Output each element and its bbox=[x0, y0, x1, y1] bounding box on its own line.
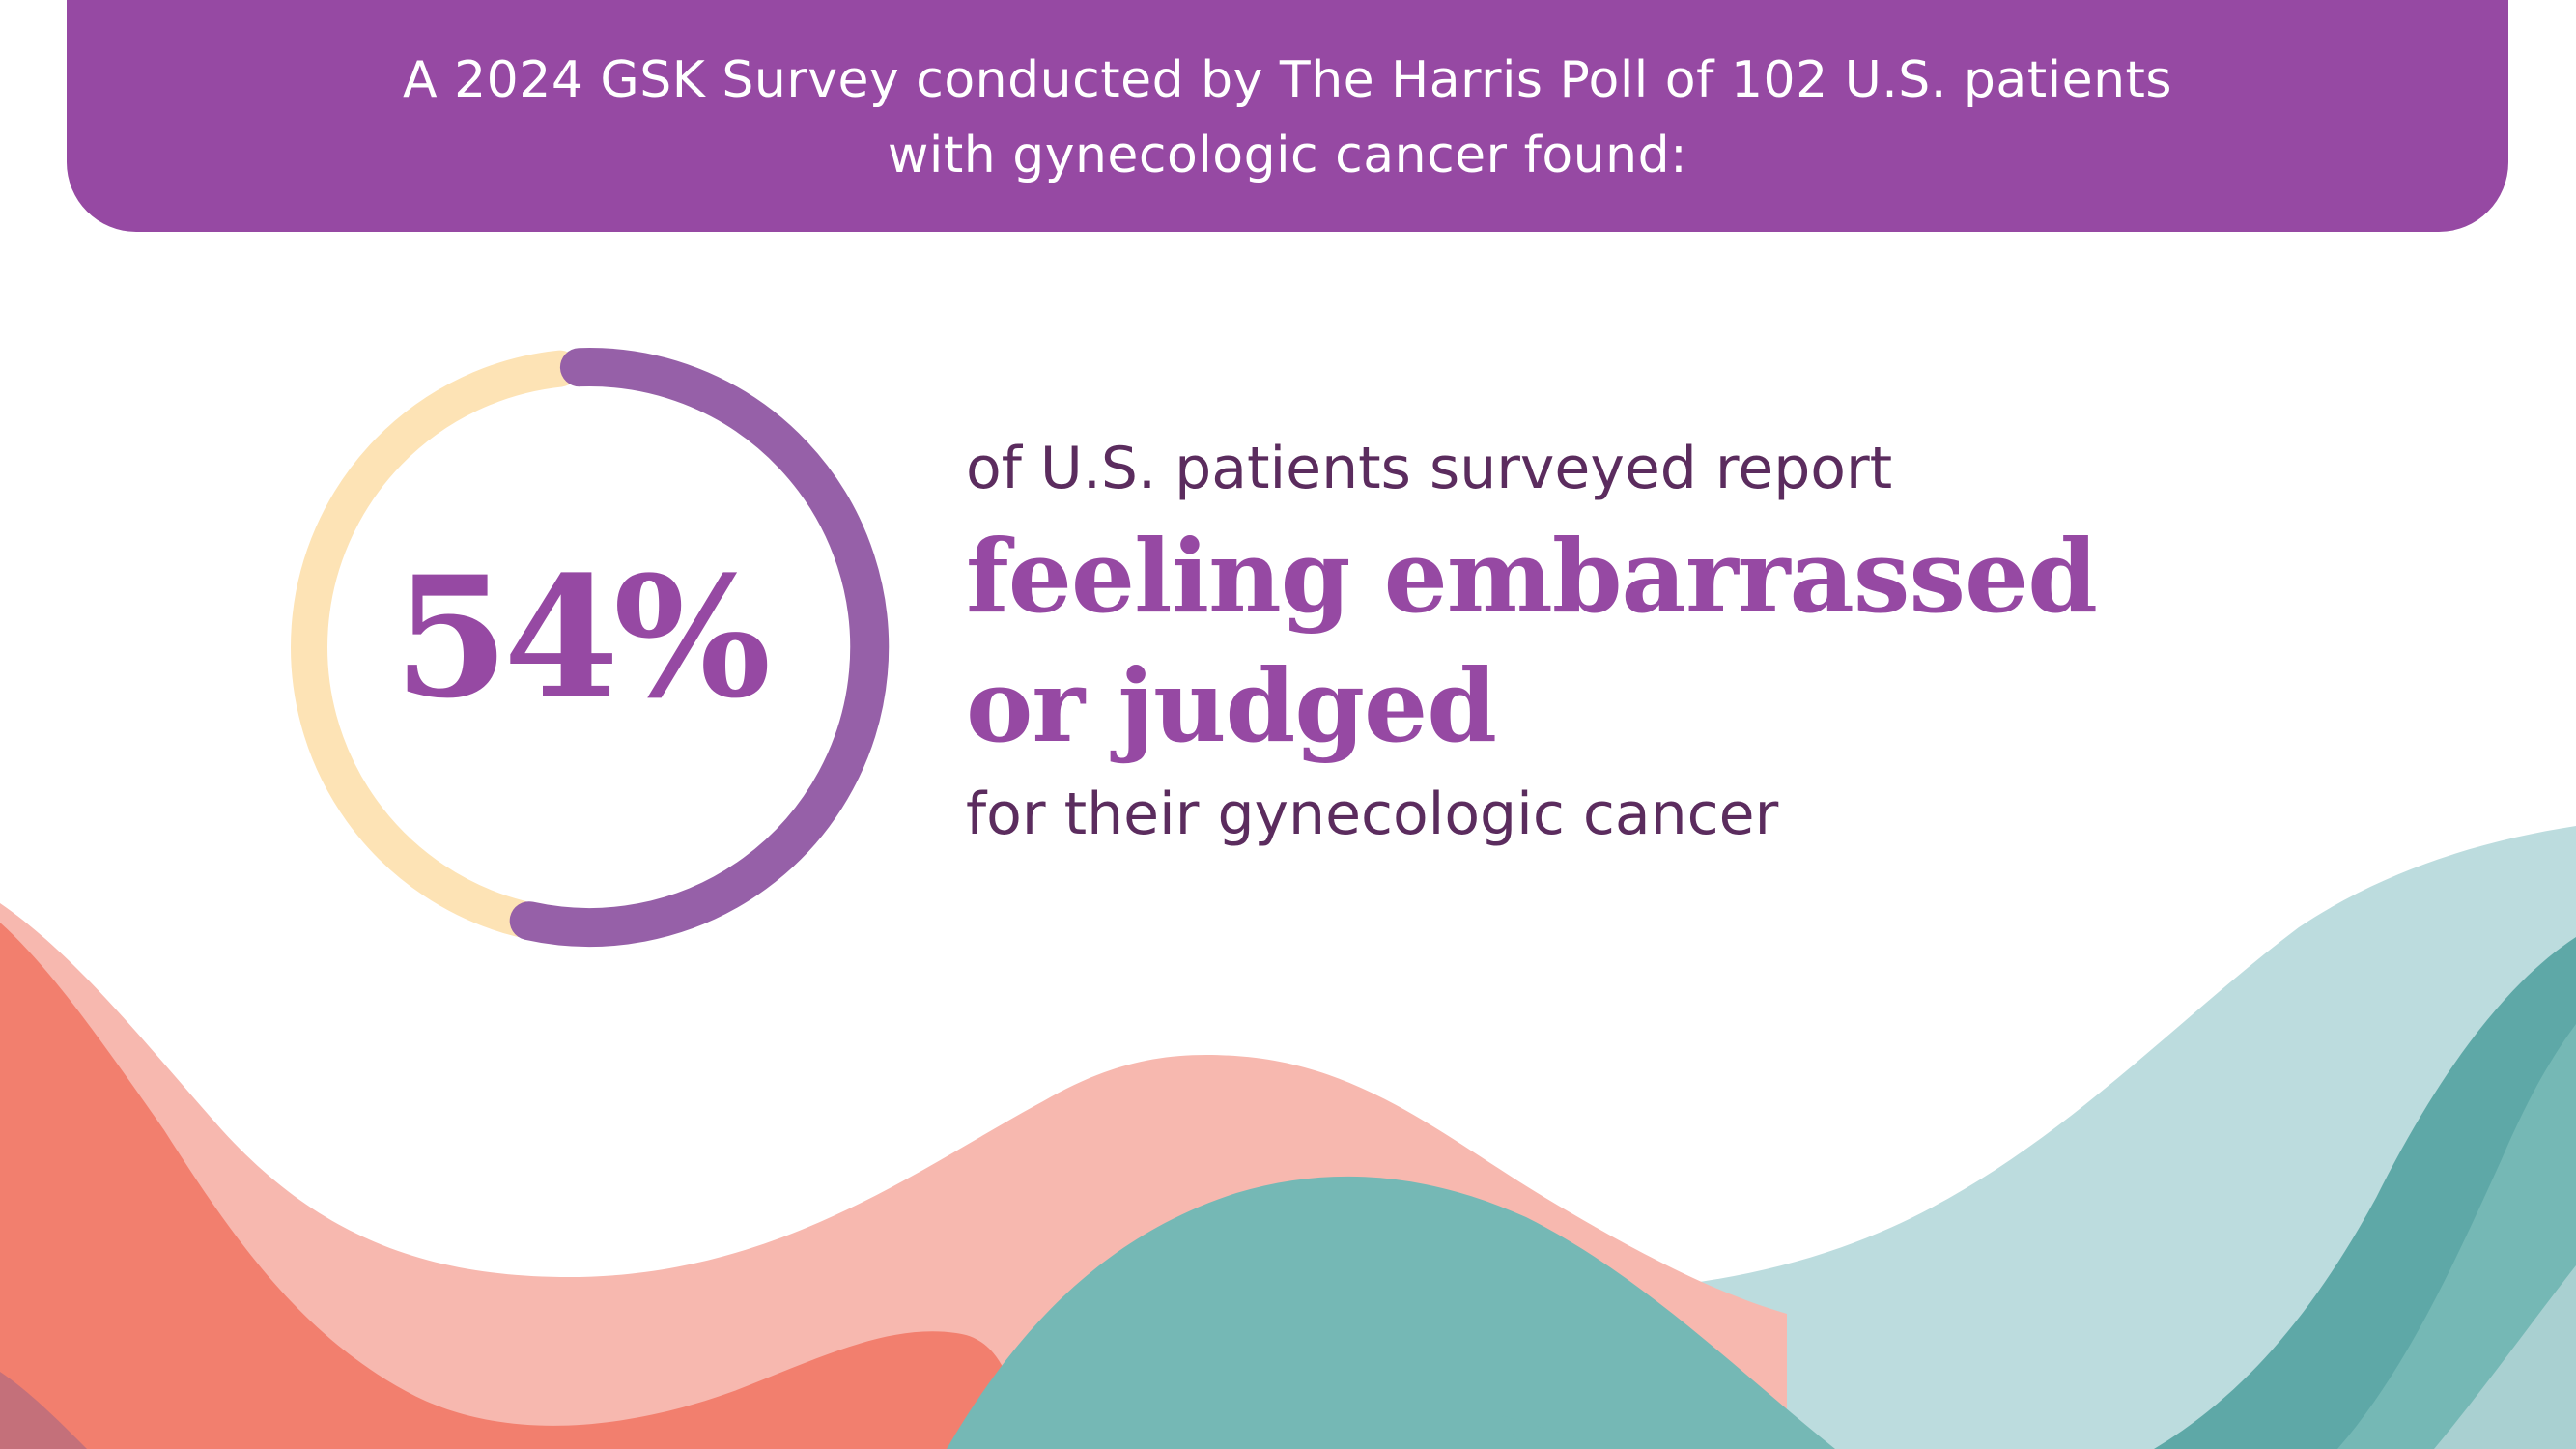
donut-remainder-arc bbox=[291, 350, 579, 937]
stat-intro-text: of U.S. patients surveyed report bbox=[966, 435, 1893, 502]
stat-highlight-line-1: feeling embarrassed bbox=[966, 517, 2098, 636]
percent-donut bbox=[291, 348, 890, 947]
wave-rose-corner bbox=[0, 1372, 87, 1449]
wave-teal bbox=[947, 1176, 1835, 1449]
stat-outro-text: for their gynecologic cancer bbox=[966, 781, 1779, 848]
wave-pale-teal bbox=[2434, 1265, 2576, 1449]
stat-description: of U.S. patients surveyed report feeling… bbox=[966, 425, 2222, 858]
wave-light-teal bbox=[1449, 826, 2576, 1449]
stat-percentage: 54% bbox=[393, 539, 772, 735]
wave-teal-sliver bbox=[1502, 1415, 1623, 1449]
banner-line-1: A 2024 GSK Survey conducted by The Harri… bbox=[402, 51, 2173, 109]
banner-line-2: with gynecologic cancer found: bbox=[887, 127, 1688, 185]
stat-highlight-line-2: or judged bbox=[966, 646, 1497, 765]
survey-banner: A 2024 GSK Survey conducted by The Harri… bbox=[67, 0, 2508, 232]
wave-coral bbox=[0, 923, 1024, 1449]
donut-value-arc bbox=[509, 348, 890, 947]
wave-mid-teal bbox=[2337, 1024, 2576, 1449]
